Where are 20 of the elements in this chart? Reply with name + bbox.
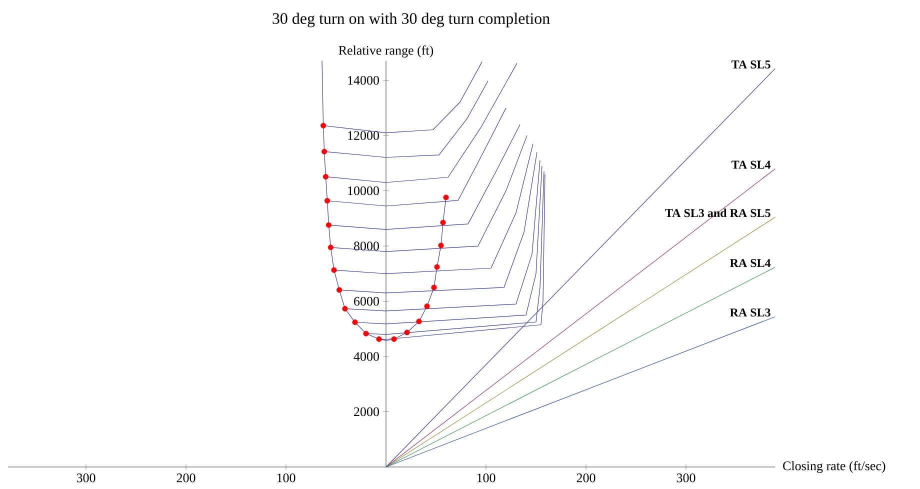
- y-tick-label: 8000: [354, 242, 379, 250]
- x-tick-label: 300: [76, 474, 96, 482]
- y-tick-label: 12000: [348, 131, 379, 140]
- x-tick-label: 200: [176, 474, 196, 482]
- y-axis-title: Relative range (ft): [338, 45, 434, 58]
- x-tick-label: 100: [277, 474, 296, 482]
- x-tick-label: 100: [477, 474, 496, 482]
- series-label: TA SL4: [732, 160, 771, 169]
- series-label: RA SL3: [730, 308, 770, 317]
- series-label: TA SL5: [732, 60, 770, 69]
- y-tick-label: 2000: [354, 407, 379, 416]
- x-tick-label: 300: [676, 474, 696, 482]
- x-axis-title: Closing rate (ft/sec): [783, 461, 886, 473]
- y-tick-label: 4000: [354, 352, 379, 361]
- y-tick-label: 6000: [354, 296, 379, 306]
- y-tick-label: 10000: [348, 186, 379, 196]
- x-tick-label: 200: [576, 474, 596, 482]
- series-label: RA SL4: [730, 259, 771, 268]
- y-tick-label: 14000: [348, 76, 379, 85]
- chart-title: 30 deg turn on with 30 deg turn completion: [272, 12, 550, 28]
